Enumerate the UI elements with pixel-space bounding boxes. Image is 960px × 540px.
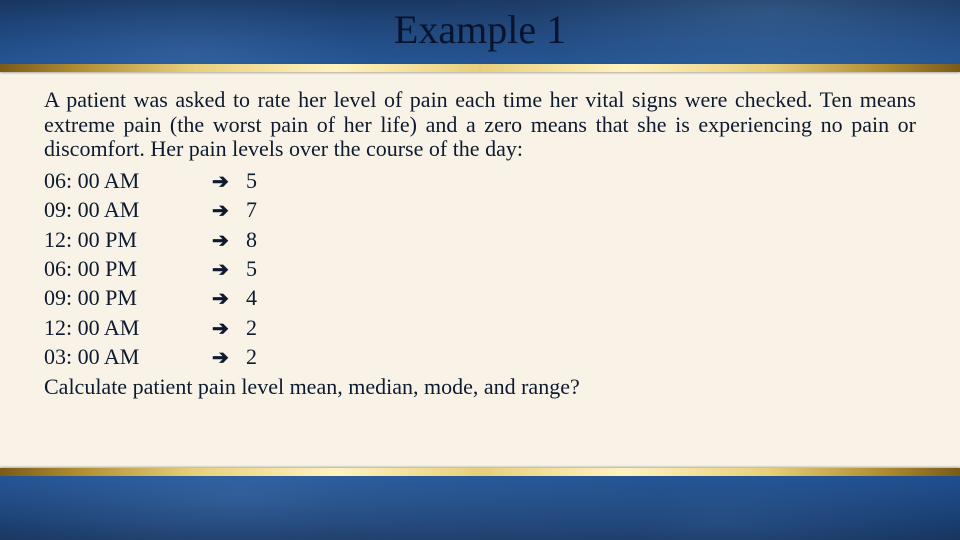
- question-text: Calculate patient pain level mean, media…: [44, 374, 916, 400]
- time-cell: 12: 00 PM: [44, 225, 212, 254]
- slide-title: Example 1: [0, 6, 960, 53]
- list-item: 09: 00 AM ➔ 7: [44, 195, 916, 224]
- value-cell: 5: [246, 254, 286, 283]
- slide: Example 1 A patient was asked to rate he…: [0, 0, 960, 540]
- list-item: 06: 00 AM ➔ 5: [44, 166, 916, 195]
- value-cell: 8: [246, 225, 286, 254]
- list-item: 03: 00 AM ➔ 2: [44, 342, 916, 371]
- time-cell: 06: 00 PM: [44, 254, 212, 283]
- arrow-icon: ➔: [212, 345, 246, 371]
- list-item: 12: 00 AM ➔ 2: [44, 313, 916, 342]
- arrow-icon: ➔: [212, 286, 246, 312]
- intro-paragraph: A patient was asked to rate her level of…: [44, 88, 916, 162]
- value-cell: 2: [246, 342, 286, 371]
- time-cell: 06: 00 AM: [44, 166, 212, 195]
- value-cell: 5: [246, 166, 286, 195]
- arrow-icon: ➔: [212, 257, 246, 283]
- header-divider: [0, 64, 960, 72]
- time-cell: 09: 00 AM: [44, 195, 212, 224]
- value-cell: 7: [246, 195, 286, 224]
- time-cell: 09: 00 PM: [44, 283, 212, 312]
- arrow-icon: ➔: [212, 198, 246, 224]
- arrow-icon: ➔: [212, 169, 246, 195]
- list-item: 06: 00 PM ➔ 5: [44, 254, 916, 283]
- footer-divider: [0, 468, 960, 476]
- time-cell: 12: 00 AM: [44, 313, 212, 342]
- arrow-icon: ➔: [212, 316, 246, 342]
- time-cell: 03: 00 AM: [44, 342, 212, 371]
- content-area: A patient was asked to rate her level of…: [44, 88, 916, 400]
- footer-band: [0, 476, 960, 540]
- pain-readings-list: 06: 00 AM ➔ 5 09: 00 AM ➔ 7 12: 00 PM ➔ …: [44, 166, 916, 372]
- value-cell: 2: [246, 313, 286, 342]
- list-item: 09: 00 PM ➔ 4: [44, 283, 916, 312]
- list-item: 12: 00 PM ➔ 8: [44, 225, 916, 254]
- arrow-icon: ➔: [212, 228, 246, 254]
- value-cell: 4: [246, 283, 286, 312]
